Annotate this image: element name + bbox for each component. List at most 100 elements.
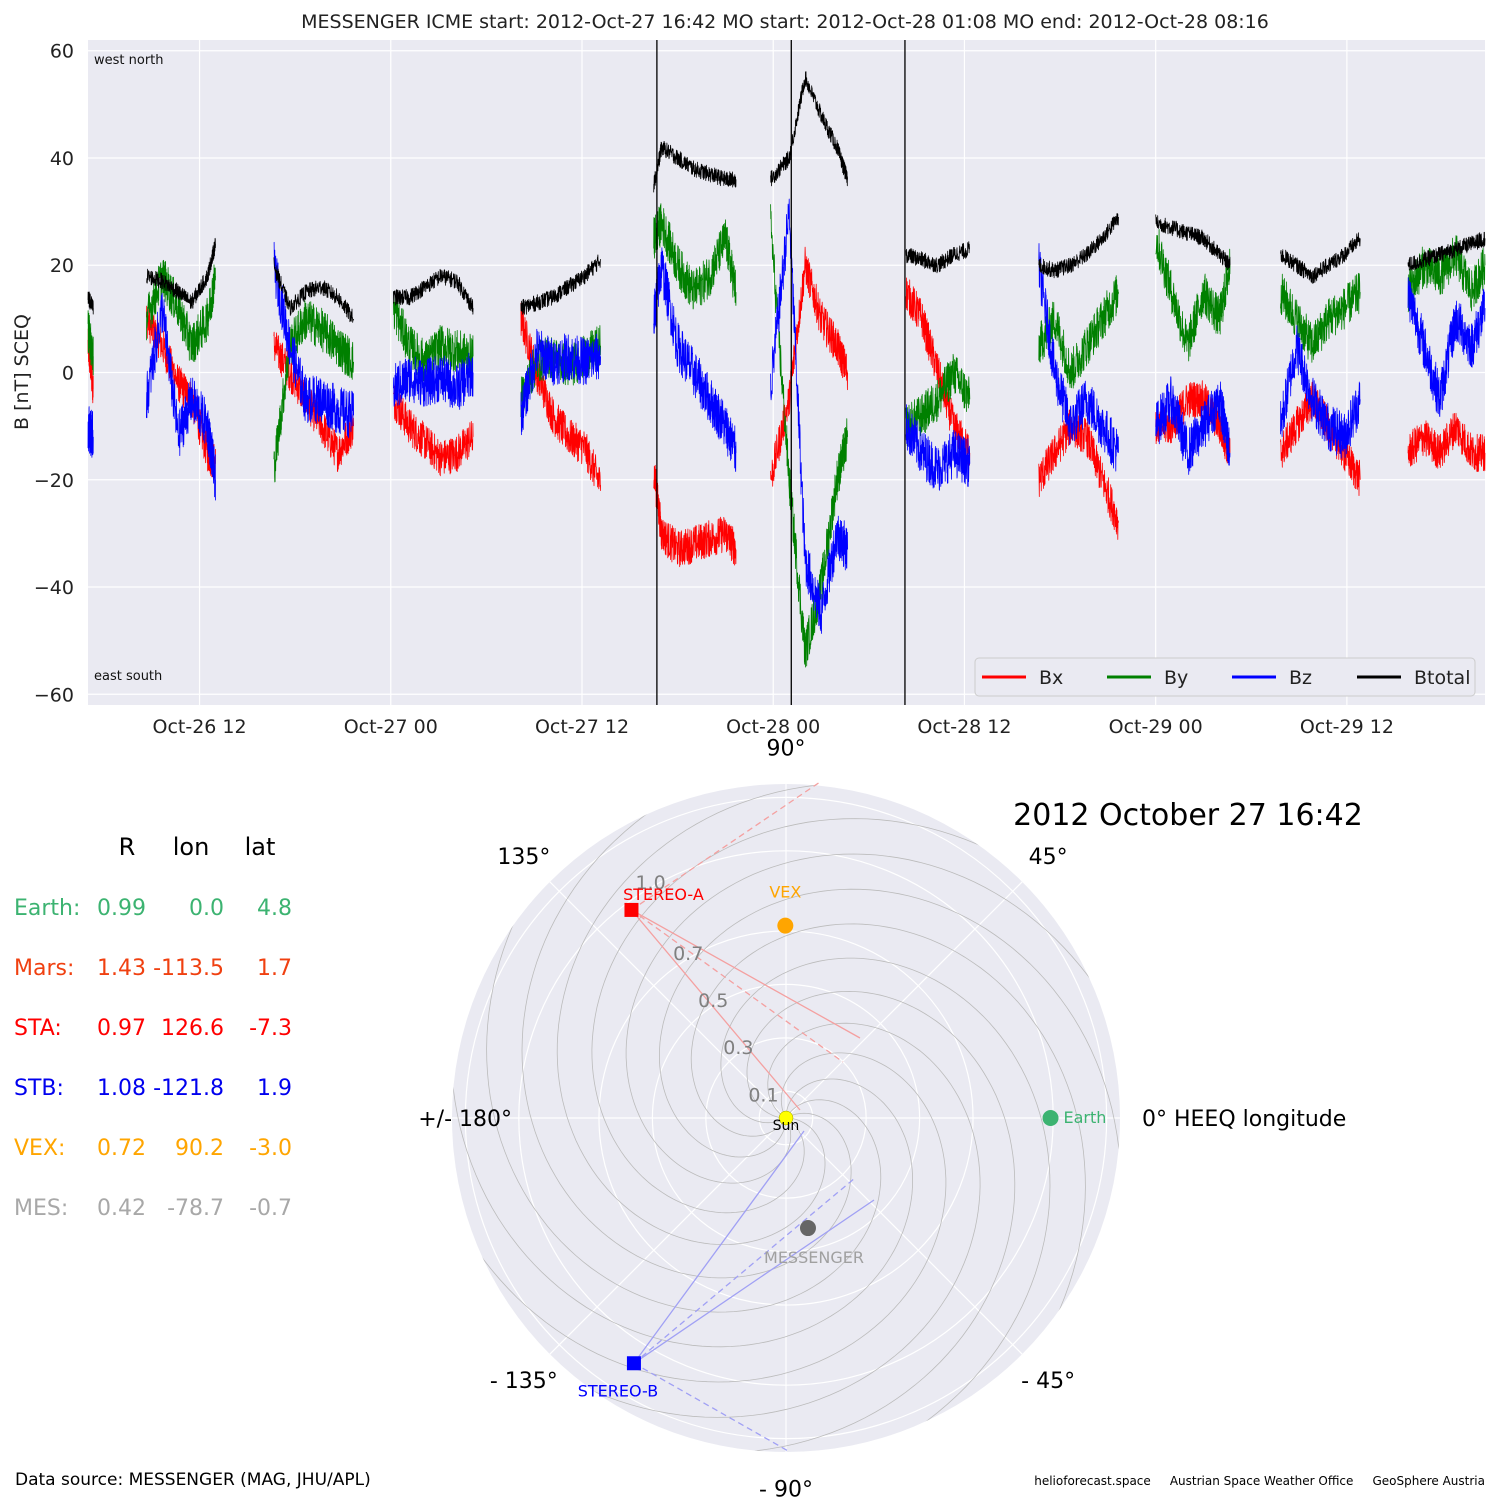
marker-earth [1042, 1110, 1059, 1126]
x-tick-label: Oct-27 12 [535, 716, 629, 738]
x-tick-label: Oct-27 00 [344, 716, 438, 738]
fov-line [633, 1177, 856, 1364]
series-bx-segment [273, 331, 354, 472]
table-row-name: Earth: [14, 896, 80, 921]
table-cell-lon: 0.0 [189, 896, 224, 921]
y-tick-label: −40 [34, 577, 74, 599]
timeseries-title: MESSENGER ICME start: 2012-Oct-27 16:42 … [301, 11, 1269, 33]
series-bz [87, 198, 1486, 634]
spiral-line [625, 853, 1118, 1184]
series-btotal-segment [905, 241, 971, 274]
angle-label: - 135° [490, 1369, 558, 1394]
series-btotal-segment [1038, 213, 1119, 279]
series-bz-segment [146, 292, 216, 501]
y-tick-label: −20 [34, 470, 74, 492]
y-tick-label: 20 [50, 255, 74, 277]
x-tick-labels: Oct-26 12 Oct-27 00 Oct-27 12 Oct-28 00 Oct-… [152, 716, 1393, 738]
series-bz-segment [520, 328, 601, 436]
table-row-name: MES: [14, 1196, 68, 1221]
label-messenger: MESSENGER [764, 1248, 864, 1267]
y-tick-label: 60 [50, 41, 74, 63]
legend-label-btotal: Btotal [1414, 667, 1470, 689]
series-by-segment [273, 300, 354, 483]
table-cell-R: 1.43 [97, 956, 146, 981]
y-tick-label: −60 [34, 684, 74, 706]
series-btotal-segment [273, 257, 354, 323]
legend-label-bz: Bz [1289, 667, 1312, 689]
angle-label: +/- 180° [418, 1107, 512, 1132]
series-by [87, 203, 1486, 668]
table-cell-lat: -0.7 [249, 1196, 292, 1221]
spiral-line [591, 818, 1025, 1214]
series-bz-segment [770, 198, 848, 634]
series-btotal-segment [1280, 232, 1361, 284]
spiral-line [454, 1052, 947, 1383]
table-cell-lat: -7.3 [249, 1016, 292, 1041]
label-vex: VEX [769, 883, 801, 902]
series-by-segment [653, 203, 737, 310]
corner-label-top: west north [94, 53, 164, 68]
x-tick-label: Oct-28 12 [917, 716, 1011, 738]
table-cell-R: 0.72 [97, 1136, 146, 1161]
series-by-segment [905, 353, 971, 447]
y-tick-labels: 60 40 20 0 −20 −40 −60 [34, 41, 74, 707]
fov-line [631, 909, 861, 1039]
y-axis-label: B [nT] SCEQ [11, 314, 33, 430]
spiral-line [658, 888, 1120, 1201]
table-cell-lat: 1.7 [257, 956, 292, 981]
series-btotal-segment [87, 291, 94, 315]
table-cell-lat: 1.9 [257, 1076, 292, 1101]
polar-grid [452, 784, 1120, 1452]
table-cell-R: 0.42 [97, 1196, 146, 1221]
series-btotal-segment [653, 141, 737, 193]
angle-label: 135° [497, 845, 550, 870]
fov-lines [630, 781, 875, 1453]
radial-tick-label: 1.0 [635, 872, 665, 894]
series-bx-segment [1407, 412, 1486, 472]
series-bz-segment [273, 241, 354, 439]
polar-date-title: 2012 October 27 16:42 [1013, 798, 1363, 833]
spiral-line [486, 879, 882, 1313]
series-bz-segment [1280, 325, 1361, 459]
marker-stereo-b [626, 1356, 641, 1371]
angle-labels: 0° HEEQ longitude 45° 90° 135° +/- 180° - 135… [418, 736, 1346, 1500]
magnetic-field-timeseries: MESSENGER ICME start: 2012-Oct-27 16:42 … [11, 11, 1486, 738]
label-earth: Earth [1064, 1108, 1107, 1127]
table-header-r: R [119, 833, 136, 861]
series-bz-segment [1155, 376, 1231, 475]
angular-gridline [785, 881, 1023, 1119]
angular-gridline [549, 1117, 787, 1355]
series-bz-segment [1407, 277, 1486, 417]
credits-note: helioforecast.space Austrian Space Weath… [1034, 1474, 1485, 1488]
table-header-lon: lon [173, 833, 210, 861]
angular-gridline [549, 881, 787, 1119]
angle-label: 45° [1029, 845, 1068, 870]
angle-label: - 45° [1021, 1369, 1075, 1394]
sun-label: Sun [773, 1118, 800, 1134]
fov-line [631, 909, 844, 1063]
series-btotal-segment [393, 268, 474, 315]
fov-line [631, 781, 821, 911]
parker-spirals [452, 784, 1120, 1452]
series-bz-segment [905, 404, 971, 491]
table-cell-R: 0.99 [97, 896, 146, 921]
table-row-name: VEX: [14, 1136, 65, 1161]
table-cell-lon: -121.8 [153, 1076, 224, 1101]
series-by-segment [1155, 229, 1231, 362]
series-by-segment [146, 259, 216, 362]
spacecraft-markers: Sun STEREO-A VEX Earth MESSENGER STEREO-B [578, 883, 1107, 1401]
series-bz-segment [653, 247, 737, 472]
table-cell-lon: -78.7 [167, 1196, 224, 1221]
label-stereo-a: STEREO-A [623, 885, 704, 904]
series-bx-segment [653, 464, 737, 568]
y-tick-label: 0 [62, 363, 74, 385]
radial-tick-label: 0.1 [748, 1084, 778, 1106]
table-cell-R: 1.08 [97, 1076, 146, 1101]
series-bx-segment [1038, 409, 1119, 540]
x-tick-label: Oct-28 00 [726, 716, 820, 738]
series-by-segment [1280, 272, 1361, 363]
radial-tick-label: 0.7 [673, 943, 703, 965]
series-by-segment [87, 310, 94, 376]
series-btotal-segment [770, 71, 848, 187]
